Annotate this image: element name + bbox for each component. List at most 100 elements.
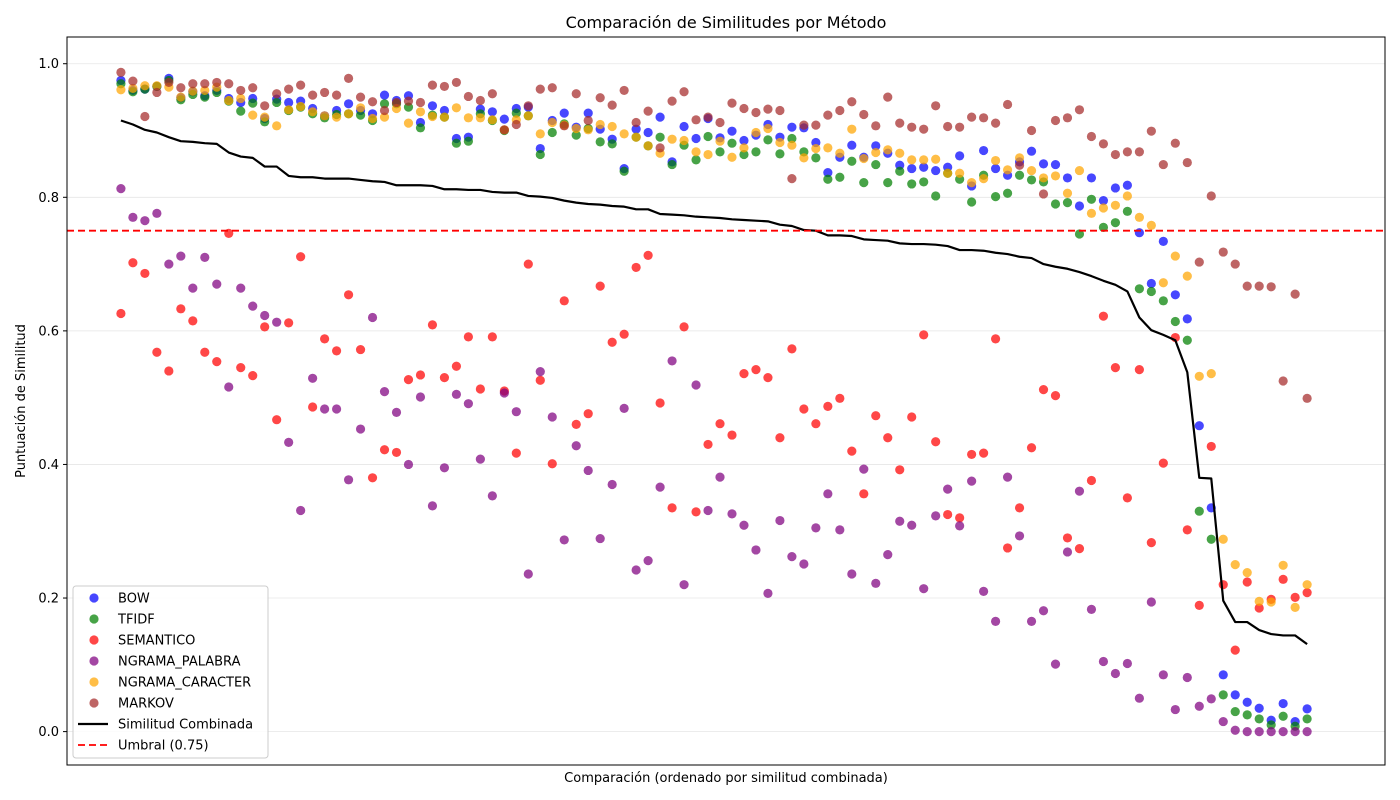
data-point	[679, 135, 689, 146]
data-point	[1002, 188, 1013, 198]
data-point	[272, 415, 282, 425]
data-point	[260, 101, 270, 111]
data-point	[379, 105, 390, 116]
legend-label: Umbral (0.75)	[118, 739, 209, 754]
data-point	[415, 107, 426, 117]
data-point	[547, 83, 557, 93]
data-point	[883, 178, 893, 188]
data-point	[1158, 159, 1168, 170]
data-point	[883, 92, 893, 102]
data-point	[583, 108, 593, 118]
data-point	[1266, 282, 1276, 292]
data-point	[823, 167, 833, 178]
data-point	[1122, 493, 1132, 503]
data-point	[451, 138, 462, 148]
data-point	[1182, 672, 1192, 683]
data-point	[355, 103, 366, 113]
data-point	[403, 118, 414, 128]
data-point	[979, 113, 989, 123]
data-point	[895, 516, 905, 526]
data-point	[1218, 690, 1228, 700]
data-point	[895, 465, 905, 475]
data-point	[1254, 603, 1264, 613]
data-point	[308, 373, 318, 383]
data-point	[619, 85, 629, 96]
legend-item: NGRAMA_CARACTER	[89, 676, 251, 691]
data-point	[427, 501, 438, 511]
data-point	[763, 588, 773, 598]
data-point	[751, 365, 761, 375]
data-point	[236, 85, 246, 96]
data-point	[535, 84, 545, 94]
data-point	[427, 80, 438, 90]
data-point	[1026, 125, 1037, 136]
data-point	[1134, 365, 1144, 375]
data-point	[631, 262, 641, 273]
data-point	[1086, 475, 1097, 486]
data-point	[787, 552, 797, 562]
data-point	[751, 127, 761, 138]
data-point	[1206, 191, 1216, 201]
data-point	[152, 347, 162, 357]
data-point	[547, 412, 557, 422]
data-point	[499, 388, 509, 398]
data-point	[955, 151, 965, 161]
data-point	[1254, 281, 1264, 291]
data-point	[739, 103, 749, 114]
data-point	[907, 122, 917, 132]
data-point	[811, 120, 821, 130]
data-point	[1038, 173, 1049, 183]
data-point	[439, 105, 450, 116]
data-point	[343, 290, 354, 300]
data-point	[128, 258, 138, 268]
legend: BOW TFIDF SEMANTICO NGRAMA_PALABRA NGRAMA_CA…	[72, 585, 269, 759]
data-point	[1038, 606, 1049, 616]
y-tick-label: 0.6	[38, 324, 59, 339]
data-point	[248, 301, 258, 311]
data-point	[811, 419, 821, 429]
data-point	[1230, 560, 1240, 570]
data-point	[583, 465, 593, 476]
legend-item: MARKOV	[89, 697, 174, 712]
data-point	[787, 344, 797, 354]
y-tick-label: 0.8	[38, 191, 59, 206]
data-point	[775, 105, 785, 116]
data-point	[739, 143, 749, 153]
data-point	[1026, 146, 1037, 156]
data-point	[1146, 597, 1156, 607]
legend-label: TFIDF	[117, 613, 155, 628]
data-point	[1038, 159, 1049, 169]
data-point	[787, 133, 797, 144]
data-point	[152, 208, 162, 218]
data-point	[835, 105, 845, 116]
data-point	[703, 112, 713, 122]
legend-swatch	[89, 677, 99, 687]
data-point	[284, 437, 294, 448]
data-point	[1122, 206, 1132, 216]
data-point	[1146, 278, 1156, 289]
data-point	[643, 556, 653, 566]
data-point	[1218, 716, 1228, 727]
data-point	[487, 89, 497, 99]
data-point	[535, 149, 545, 160]
data-point	[236, 283, 246, 293]
data-point	[272, 317, 282, 327]
data-point	[727, 509, 737, 519]
data-point	[883, 145, 893, 155]
data-point	[1098, 311, 1109, 321]
data-point	[391, 447, 402, 458]
legend-swatch	[89, 614, 99, 624]
data-point	[763, 373, 773, 383]
data-point	[811, 143, 821, 154]
data-point	[1110, 200, 1121, 210]
reference-lines	[67, 119, 1385, 646]
data-point	[164, 366, 174, 376]
data-point	[188, 316, 198, 326]
legend-swatch	[89, 635, 99, 645]
data-point	[871, 121, 881, 131]
data-point	[691, 507, 701, 517]
data-point	[943, 484, 953, 494]
data-point	[1122, 191, 1132, 201]
data-point	[188, 86, 198, 96]
